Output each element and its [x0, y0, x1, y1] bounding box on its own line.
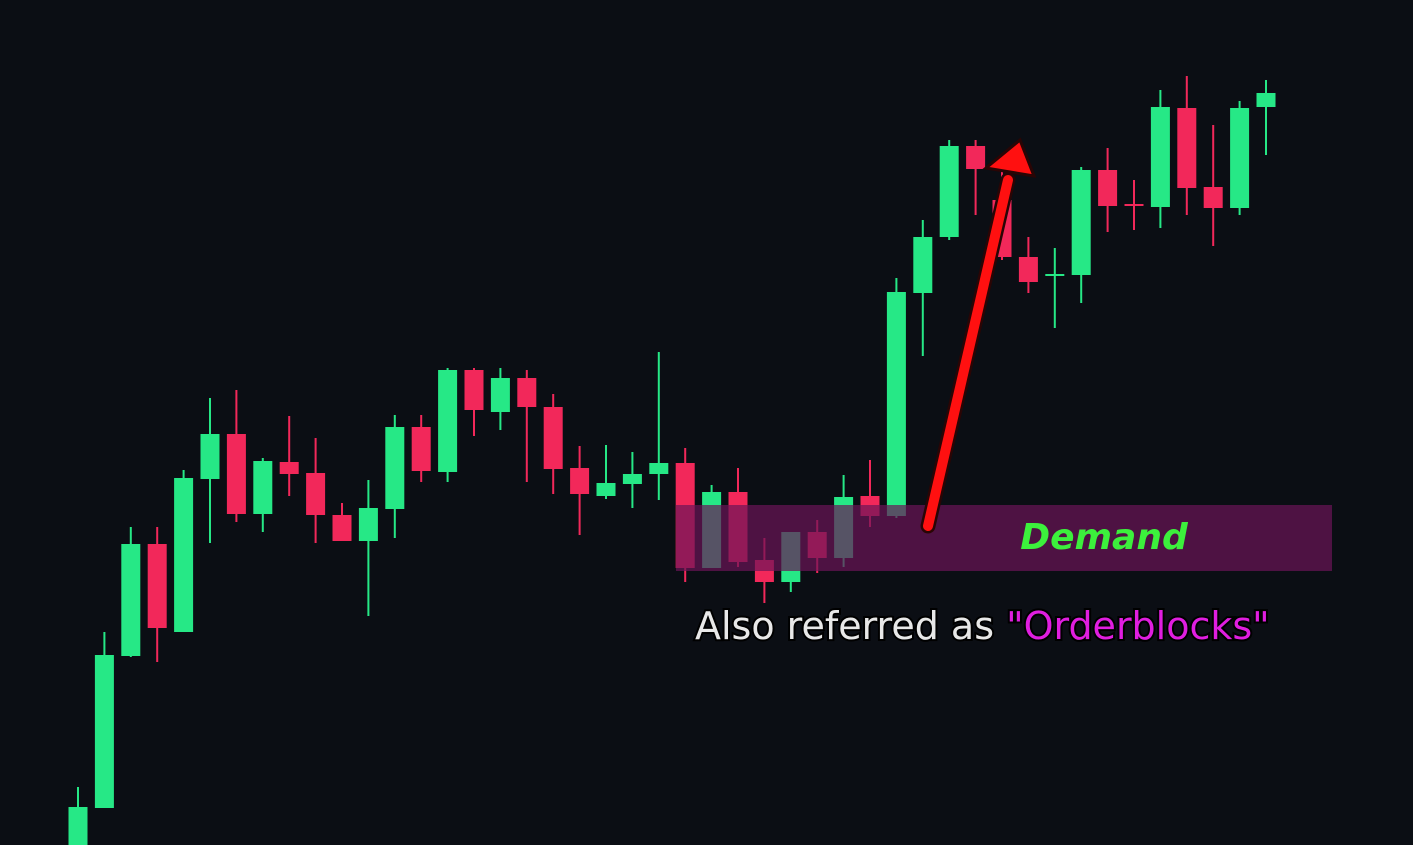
candle-body [279, 462, 299, 474]
candle-body [1071, 170, 1091, 275]
candle-body [68, 807, 88, 845]
candle-body [649, 463, 669, 474]
candle-body [517, 378, 537, 407]
candle-body [358, 508, 378, 541]
candle-body [438, 370, 458, 472]
zone-label: Demand [1020, 517, 1189, 558]
candle-body [570, 468, 590, 494]
candle-body [622, 474, 642, 484]
caption: Also referred as "Orderblocks" [695, 604, 1270, 648]
arrow [920, 137, 1037, 534]
candle-body [913, 237, 933, 293]
candle-body [147, 544, 167, 628]
candle-body [411, 427, 431, 471]
candle-body [1018, 257, 1038, 282]
candle-body [886, 292, 906, 516]
candle-body [464, 370, 484, 410]
demand-zone [676, 505, 1332, 571]
candle-body [939, 146, 959, 237]
candle-body [1256, 93, 1276, 107]
candle-body [226, 434, 246, 514]
candle-body [332, 515, 352, 541]
candle-body [1230, 108, 1250, 208]
candle-body [966, 146, 986, 169]
candle-body [1124, 204, 1144, 206]
candle-body [1177, 108, 1197, 188]
candle-body [1098, 170, 1118, 206]
candle-body [543, 407, 563, 469]
caption-highlight: "Orderblocks" [1006, 604, 1270, 648]
zones: Demand [676, 505, 1332, 571]
candle-body [385, 427, 405, 509]
candle-body [490, 378, 510, 412]
candle-body [1045, 274, 1065, 276]
caption-text: Also referred as [695, 604, 1006, 648]
candle-body [306, 473, 326, 515]
candle-body [1203, 187, 1223, 208]
candle-body [596, 483, 616, 496]
candle-body [121, 544, 141, 656]
candle-body [200, 434, 220, 479]
candle-body [94, 655, 114, 808]
candle-body [174, 478, 194, 632]
candle-body [253, 461, 273, 514]
candle-body [1150, 107, 1170, 207]
